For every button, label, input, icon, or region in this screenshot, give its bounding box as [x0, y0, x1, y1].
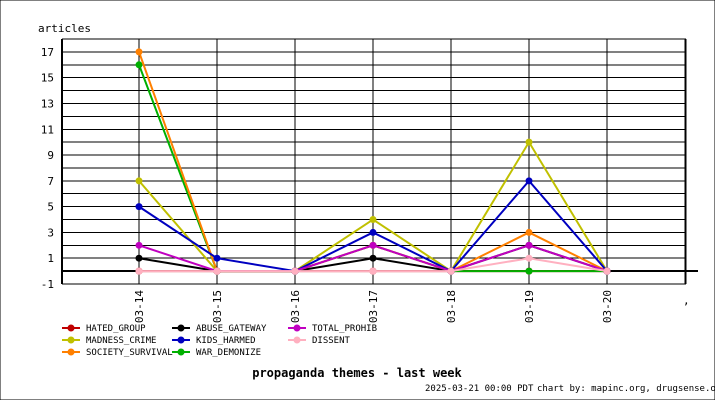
x-tick-label: 03-20: [601, 290, 614, 323]
legend-label: ABUSE_GATEWAY: [196, 324, 267, 334]
x-tick-label: 03-15: [211, 290, 224, 323]
legend-label: MADNESS_CRIME: [86, 336, 156, 346]
data-point-dissent: [447, 267, 455, 275]
data-point-kids-harmed: [525, 177, 533, 185]
legend-item-war-demonize: WAR_DEMONIZE: [172, 348, 261, 358]
data-point-war-demonize: [135, 61, 143, 69]
legend-item-dissent: DISSENT: [288, 336, 351, 346]
legend: HATED_GROUP MADNESS_CRIME SOCIETY_SURVIVAL…: [62, 324, 377, 358]
legend-label: HATED_GROUP: [86, 324, 146, 334]
data-point-dissent: [291, 267, 299, 275]
data-point-war-demonize: [525, 267, 533, 275]
data-point-madness-crime: [369, 216, 377, 224]
legend-label: DISSENT: [312, 336, 351, 346]
legend-swatch-marker: [177, 324, 185, 332]
data-point-dissent: [369, 267, 377, 275]
legend-swatch-marker: [177, 348, 185, 356]
x-tick-label: 03-18: [445, 290, 458, 323]
y-axis-label: articles: [38, 22, 91, 35]
legend-label: KIDS_HARMED: [196, 336, 256, 346]
y-tick-label: 13: [41, 97, 54, 110]
data-point-madness-crime: [525, 138, 533, 146]
legend-item-abuse-gateway: ABUSE_GATEWAY: [172, 324, 267, 334]
y-tick-label: 7: [47, 175, 54, 188]
data-point-abuse-gateway: [135, 254, 143, 262]
legend-swatch-marker: [67, 348, 75, 356]
y-tick-label: 3: [47, 226, 54, 239]
x-tick-label-extra: ,: [683, 294, 690, 307]
data-point-kids-harmed: [369, 228, 377, 236]
data-point-madness-crime: [135, 177, 143, 185]
legend-label: WAR_DEMONIZE: [196, 348, 261, 358]
x-tick-label: 03-14: [133, 290, 146, 323]
y-tick-label: 1: [47, 252, 54, 265]
legend-label: SOCIETY_SURVIVAL: [86, 348, 173, 358]
data-point-society-survival: [525, 228, 533, 236]
data-point-dissent: [213, 267, 221, 275]
data-point-society-survival: [135, 48, 143, 56]
y-tick-label: 17: [41, 46, 54, 59]
data-point-dissent: [135, 267, 143, 275]
legend-swatch-marker: [177, 336, 185, 344]
legend-item-kids-harmed: KIDS_HARMED: [172, 336, 256, 346]
chart-title: propaganda themes - last week: [252, 366, 462, 380]
y-tick-label: 11: [41, 123, 54, 136]
chart-credit: chart by: mapinc.org, drugsense.org: [537, 384, 715, 394]
legend-item-madness-crime: MADNESS_CRIME: [62, 336, 156, 346]
y-tick-label: 5: [47, 201, 54, 214]
series-dissent: [135, 254, 611, 275]
data-point-dissent: [603, 267, 611, 275]
data-point-kids-harmed: [135, 203, 143, 211]
legend-swatch-marker: [293, 336, 301, 344]
y-tick-label: 15: [41, 72, 54, 85]
x-tick-label: 03-17: [367, 290, 380, 323]
legend-swatch-marker: [67, 336, 75, 344]
x-tick-label: 03-16: [289, 290, 302, 323]
x-tick-labels: 03-14 03-15 03-16 03-17 03-18 03-19 03-20,: [133, 290, 690, 323]
series-layer: [135, 48, 611, 275]
data-point-kids-harmed: [213, 254, 221, 262]
x-tick-label: 03-19: [523, 290, 536, 323]
data-point-dissent: [525, 254, 533, 262]
chart-timestamp: 2025-03-21 00:00 PDT: [425, 384, 534, 394]
data-point-total-prohib: [525, 241, 533, 249]
legend-swatch-marker: [293, 324, 301, 332]
legend-swatch-marker: [67, 324, 75, 332]
legend-item-total-prohib: TOTAL_PROHIB: [288, 324, 377, 334]
data-point-abuse-gateway: [369, 254, 377, 262]
data-point-total-prohib: [369, 241, 377, 249]
legend-label: TOTAL_PROHIB: [312, 324, 377, 334]
data-point-total-prohib: [135, 241, 143, 249]
y-tick-label: -1: [41, 278, 54, 291]
legend-item-society-survival: SOCIETY_SURVIVAL: [62, 348, 173, 358]
y-tick-label: 9: [47, 149, 54, 162]
legend-item-hated-group: HATED_GROUP: [62, 324, 146, 334]
